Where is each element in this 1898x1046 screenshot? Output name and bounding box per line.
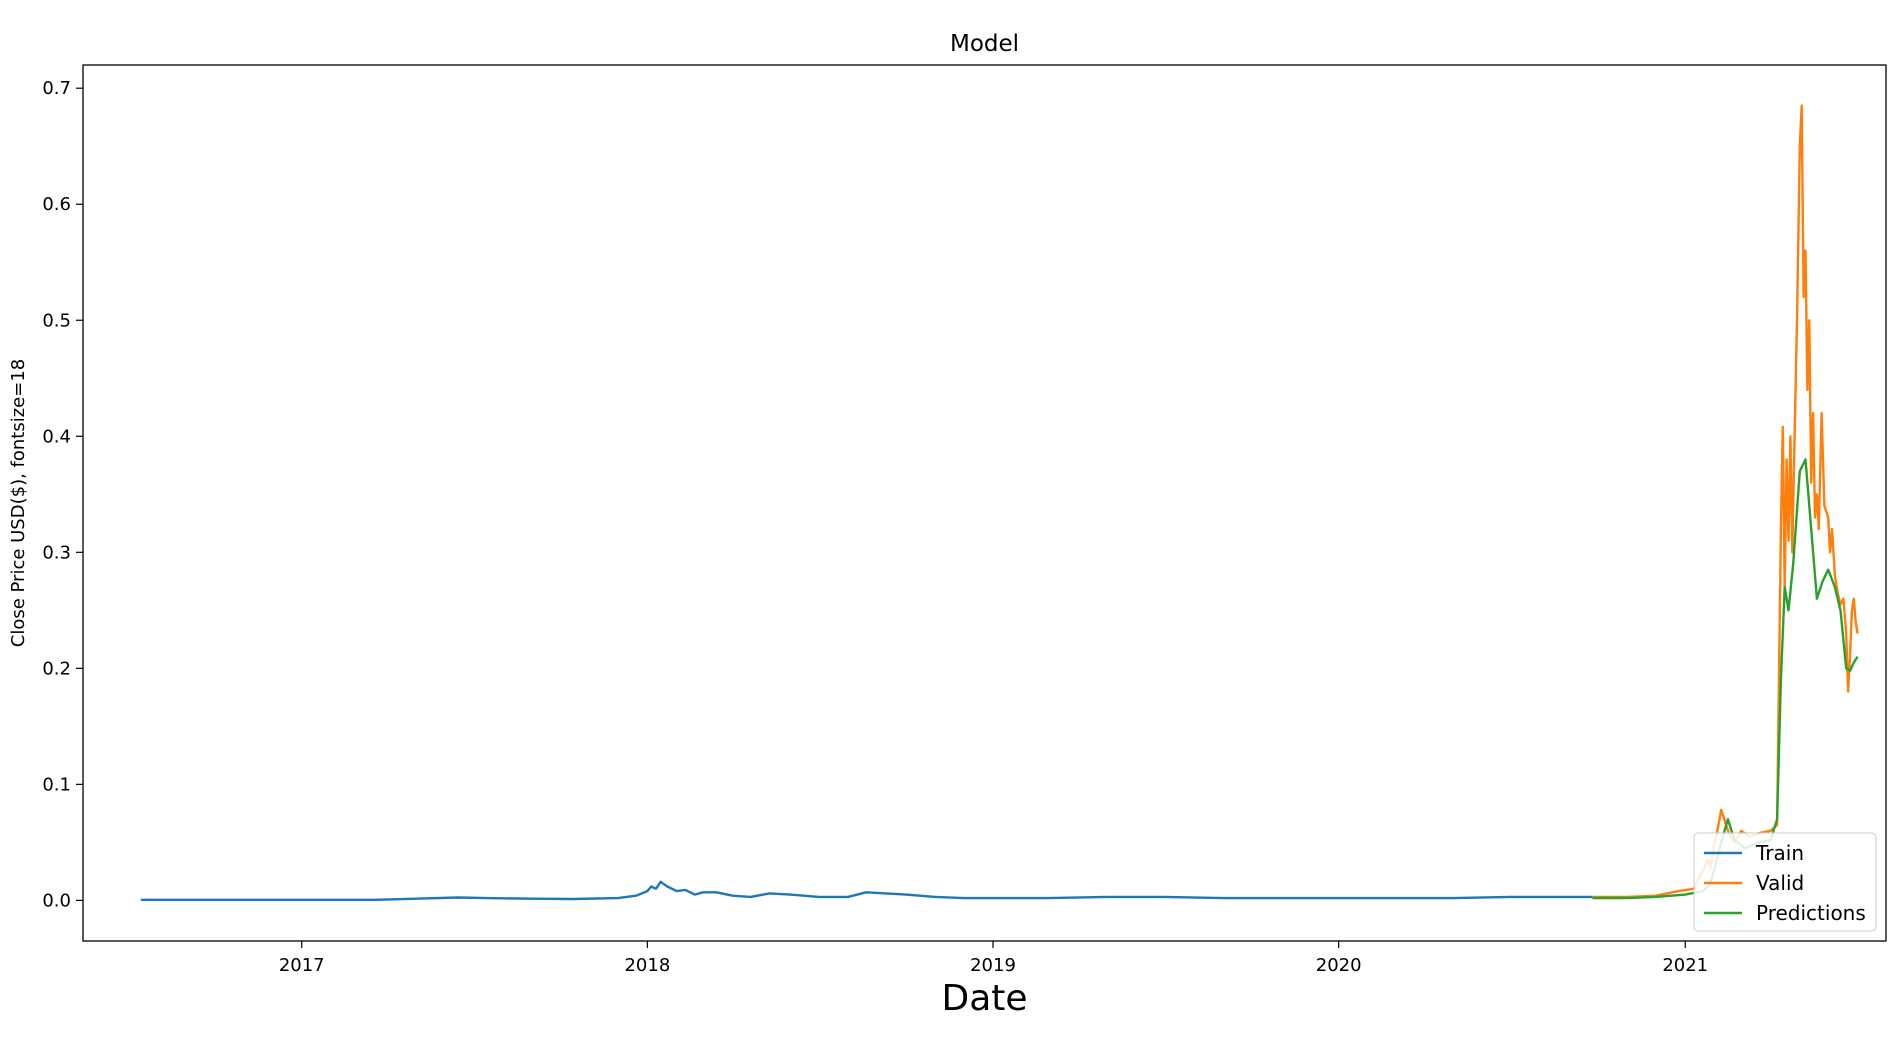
y-tick-label: 0.1 xyxy=(42,774,71,795)
legend-label-valid: Valid xyxy=(1756,871,1804,895)
axes-frame xyxy=(82,64,1887,942)
x-tick-label: 2019 xyxy=(970,955,1016,976)
y-tick-label: 0.2 xyxy=(42,658,71,679)
x-tick-label: 2021 xyxy=(1662,955,1708,976)
y-tick-label: 0.7 xyxy=(42,78,71,99)
y-tick-label: 0.4 xyxy=(42,426,71,447)
series-line-valid xyxy=(1592,104,1859,899)
y-axis-label: Close Price USD($), fontsize=18 xyxy=(8,359,29,648)
legend-label-predictions: Predictions xyxy=(1756,901,1866,925)
x-tick-label: 2017 xyxy=(279,955,325,976)
y-tick-label: 0.3 xyxy=(42,542,71,563)
series-line-train xyxy=(140,880,1593,901)
y-axis-ticks: 0.0 0.1 0.2 0.3 0.4 0.5 0.6 0.7 xyxy=(42,78,83,911)
chart-title: Model xyxy=(950,31,1019,57)
x-axis-label: Date xyxy=(941,978,1027,1019)
y-tick-label: 0.5 xyxy=(42,310,71,331)
legend: Train Valid Predictions xyxy=(1693,832,1877,932)
x-axis-ticks: 2017 2018 2019 2020 2021 xyxy=(279,941,1708,976)
x-tick-label: 2020 xyxy=(1316,955,1362,976)
legend-label-train: Train xyxy=(1755,841,1804,865)
x-tick-label: 2018 xyxy=(624,955,670,976)
y-tick-label: 0.0 xyxy=(42,890,71,911)
legend-box xyxy=(1693,832,1877,932)
y-tick-label: 0.6 xyxy=(42,194,71,215)
